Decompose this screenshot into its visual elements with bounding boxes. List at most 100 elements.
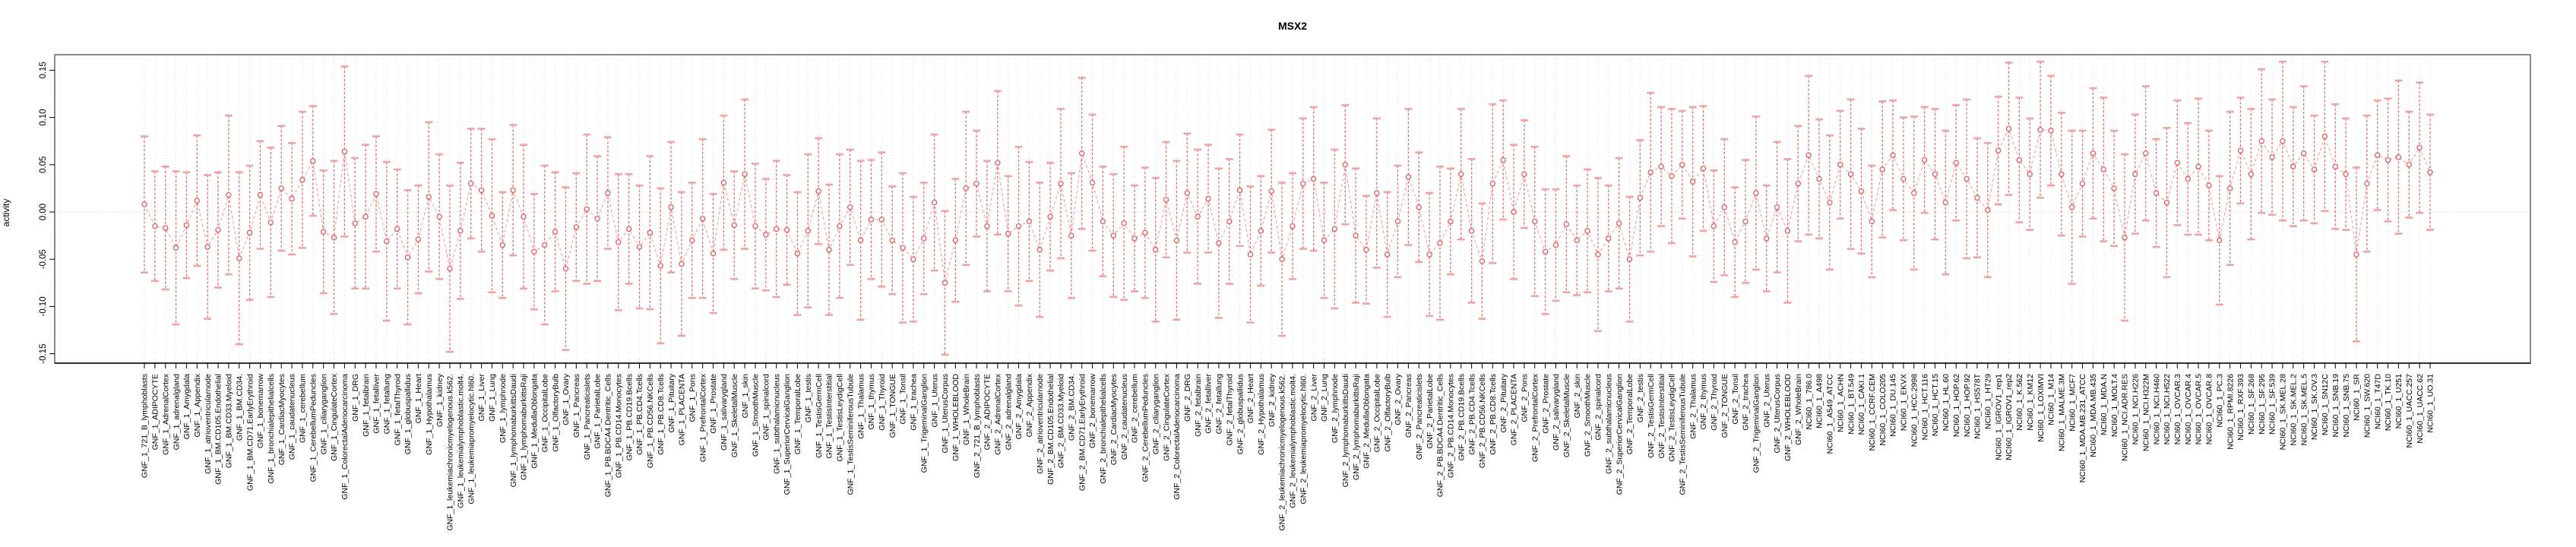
data-point <box>783 226 790 233</box>
data-point <box>1847 171 1854 177</box>
data-point <box>1710 223 1717 229</box>
x-axis-label: NCI60_1_SK.MEL.5 <box>2299 374 2309 446</box>
data-point <box>2185 175 2191 182</box>
y-axis-tick-label: -0.10 <box>39 296 48 316</box>
data-point <box>731 222 737 229</box>
data-point <box>552 229 559 235</box>
data-point <box>373 191 379 198</box>
data-point <box>1290 223 1296 229</box>
data-point <box>1068 232 1074 239</box>
x-axis-label: NCI60_1_HCC.2998 <box>1910 374 1919 447</box>
data-point <box>163 225 169 231</box>
data-point <box>900 245 906 251</box>
data-point <box>963 185 969 191</box>
data-point <box>1058 180 1064 187</box>
x-axis-label: NCI60_1_HT29 <box>1983 374 1992 429</box>
data-point <box>2364 180 2370 187</box>
x-axis-label: NCI60_1_SNB.75 <box>2342 374 2351 438</box>
x-axis-label: NCI60_1_NCI.H322M <box>2141 374 2150 451</box>
y-axis-tick-label: 0.10 <box>39 109 48 125</box>
x-axis-label: GNF_1_Pons <box>688 374 697 422</box>
x-axis-label: GNF_2_adrenalgland <box>1004 374 1013 451</box>
data-point <box>1511 209 1517 215</box>
x-axis-label: GNF_1_trachea <box>910 374 919 431</box>
x-axis-label: GNF_1_fetallung <box>382 374 391 435</box>
x-axis-label: GNF_2_lymphomaburkittsDaudi <box>1341 374 1350 487</box>
data-point <box>1637 194 1644 201</box>
x-axis-label: GNF_1_fetalThyroid <box>393 374 402 446</box>
x-axis-label: GNF_2_leukemiapromyelocytic.hl60. <box>1299 374 1308 504</box>
x-axis-label: NCI60_1_SW.620 <box>2363 374 2372 438</box>
data-point <box>2027 171 2033 177</box>
x-axis-label: GNF_1_Prostate <box>709 374 718 434</box>
data-point <box>1163 197 1169 203</box>
x-axis-label: GNF_2_WholeBrain <box>1794 374 1803 445</box>
data-point <box>426 194 432 200</box>
data-point <box>1195 213 1201 220</box>
data-point <box>1489 180 1496 187</box>
x-axis-label: GNF_2_Pons <box>1521 374 1530 422</box>
data-point <box>1310 175 1317 182</box>
x-axis-label: NCI60_1_BT.549 <box>1847 374 1856 435</box>
x-axis-label: GNF_2_PB.BDCA4.Dentritic_Cells <box>1436 374 1445 497</box>
x-axis-label: GNF_2_CingulateCortex <box>1162 373 1171 461</box>
data-point <box>257 191 264 198</box>
x-axis-label: GNF_2_PB.CD4.Tcells <box>1467 374 1476 455</box>
x-axis-label: GNF_1_MedullaOblongata <box>530 374 540 469</box>
x-axis-label: GNF_1_CingulateCortex <box>330 373 339 461</box>
data-point <box>857 237 864 244</box>
data-point <box>868 217 875 223</box>
data-point <box>2311 166 2318 172</box>
data-point <box>1089 179 1096 186</box>
data-point <box>2343 171 2349 177</box>
data-point <box>341 148 348 155</box>
data-point <box>1374 190 1380 196</box>
x-axis-label: GNF_2_BM.CD33.Myeloid <box>1057 374 1066 468</box>
x-axis-label: GNF_1_lymphnode <box>498 374 508 443</box>
data-point <box>1932 171 1938 177</box>
data-point <box>404 255 411 261</box>
x-axis-label: GNF_1_TestisGermCell <box>815 374 824 458</box>
data-point <box>1616 220 1622 226</box>
data-point <box>973 180 979 187</box>
data-point <box>2416 144 2423 151</box>
data-point <box>1236 187 1243 194</box>
x-axis-label: GNF_2_Tonsil <box>1731 374 1740 425</box>
x-axis-label: GNF_2_Thyroid <box>1710 374 1719 431</box>
x-axis-label: GNF_2_bronchialepithelialcells <box>1099 374 1108 484</box>
data-point <box>742 171 748 177</box>
x-axis-label: GNF_2_salivarygland <box>1552 374 1561 451</box>
x-axis-label: GNF_2_SmoothMuscle <box>1584 374 1593 457</box>
data-point <box>1606 236 1612 242</box>
data-point <box>1689 179 1696 185</box>
data-point <box>1858 188 1865 194</box>
data-point <box>457 228 464 234</box>
x-axis-label: GNF_1_spinalcord <box>762 374 771 441</box>
x-axis-label: NCI60_1_TK.10 <box>2384 374 2393 431</box>
data-point <box>616 239 622 245</box>
x-axis-label: NCI60_1_IGROV1_rep2 <box>2005 374 2014 460</box>
data-point <box>1985 207 1991 213</box>
data-point <box>1732 239 1738 245</box>
data-point <box>1384 251 1391 258</box>
x-axis-label: GNF_2_Ovary <box>1394 373 1403 425</box>
data-point <box>331 234 337 241</box>
x-axis-label: GNF_2_CardiacMyocytes <box>1109 374 1119 465</box>
data-point <box>1742 218 1748 225</box>
x-axis-label: GNF_1_skin <box>741 374 750 419</box>
y-axis-tick-label: -0.05 <box>39 249 48 269</box>
data-point <box>1890 152 1896 159</box>
data-point <box>1173 237 1180 244</box>
data-point <box>447 265 453 272</box>
x-axis-label: GNF_1_cerebellum <box>299 374 308 443</box>
x-axis-label: GNF_2_Amygdala <box>1014 374 1024 440</box>
x-axis-label: GNF_1_SmoothMuscle <box>752 374 761 457</box>
data-point <box>889 237 895 244</box>
data-point <box>468 180 474 187</box>
data-point <box>1584 228 1590 234</box>
data-point <box>1005 230 1011 237</box>
data-point <box>921 236 927 242</box>
x-axis-label: GNF_2_PLACENTA <box>1510 374 1519 445</box>
data-point <box>1448 218 1454 225</box>
data-point <box>984 223 990 229</box>
